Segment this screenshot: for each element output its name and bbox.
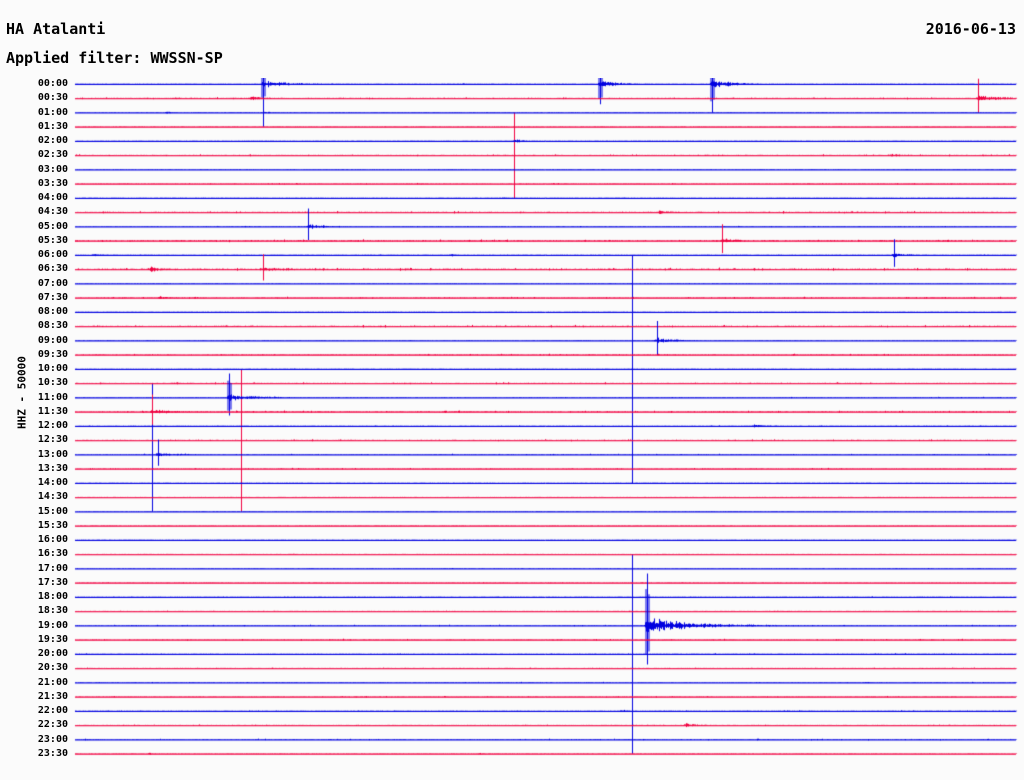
time-label: 10:30 [37,377,68,389]
time-label: 16:30 [37,548,68,560]
time-label: 22:00 [37,705,68,716]
time-label: 16:00 [37,534,68,545]
time-label: 03:00 [37,163,68,175]
time-label: 21:30 [37,690,68,702]
seismogram-trace-canvas [0,78,1024,778]
time-label: 13:00 [37,448,68,460]
time-label: 09:30 [37,348,68,360]
time-label: 07:30 [37,291,68,303]
time-label: 01:00 [37,106,68,118]
time-label: 04:00 [37,192,68,203]
date-label: 2016-06-13 [925,20,1016,38]
time-label: 14:00 [37,477,68,488]
time-label: 19:00 [37,619,68,631]
time-label: 00:30 [37,92,68,104]
time-label: 13:30 [37,462,68,474]
time-label: 14:30 [37,491,68,503]
time-label: 20:00 [37,648,68,659]
time-label: 15:30 [37,519,68,531]
time-label: 23:00 [37,733,68,745]
time-label: 18:30 [37,605,68,617]
time-label: 09:00 [37,334,68,346]
time-label: 10:00 [37,363,68,374]
time-label: 23:30 [37,747,68,759]
time-label: 06:00 [37,249,68,260]
time-label: 17:00 [37,562,68,574]
time-label: 12:30 [37,434,68,446]
time-label: 02:30 [37,149,68,161]
time-label: 08:00 [37,306,68,317]
time-label: 08:30 [37,320,68,332]
time-label: 06:30 [37,263,68,275]
time-label: 19:30 [37,633,68,645]
time-label: 01:30 [37,120,68,132]
station-title: HA Atalanti [6,20,106,38]
time-label: 17:30 [37,576,68,588]
seismogram-plot-area: 00:00 00:30 01:00 01:30 02:00 02:30 03:00 03:30… [0,78,1024,778]
time-label: 05:00 [37,220,68,232]
time-label: 15:00 [37,505,68,517]
time-label: 11:00 [37,391,68,403]
time-label: 03:30 [37,177,68,189]
time-label: 22:30 [37,719,68,731]
time-label: 20:30 [37,662,68,674]
time-label: 00:00 [37,78,68,89]
time-label: 21:00 [37,676,68,688]
time-label: 18:00 [37,591,68,602]
time-label: 11:30 [37,405,68,417]
time-label: 02:00 [37,135,68,146]
time-label: 04:30 [37,206,68,218]
applied-filter-label: Applied filter: WWSSN-SP [6,49,223,67]
time-label: 07:00 [37,277,68,289]
time-label: 12:00 [37,420,68,431]
time-label: 05:30 [37,234,68,246]
